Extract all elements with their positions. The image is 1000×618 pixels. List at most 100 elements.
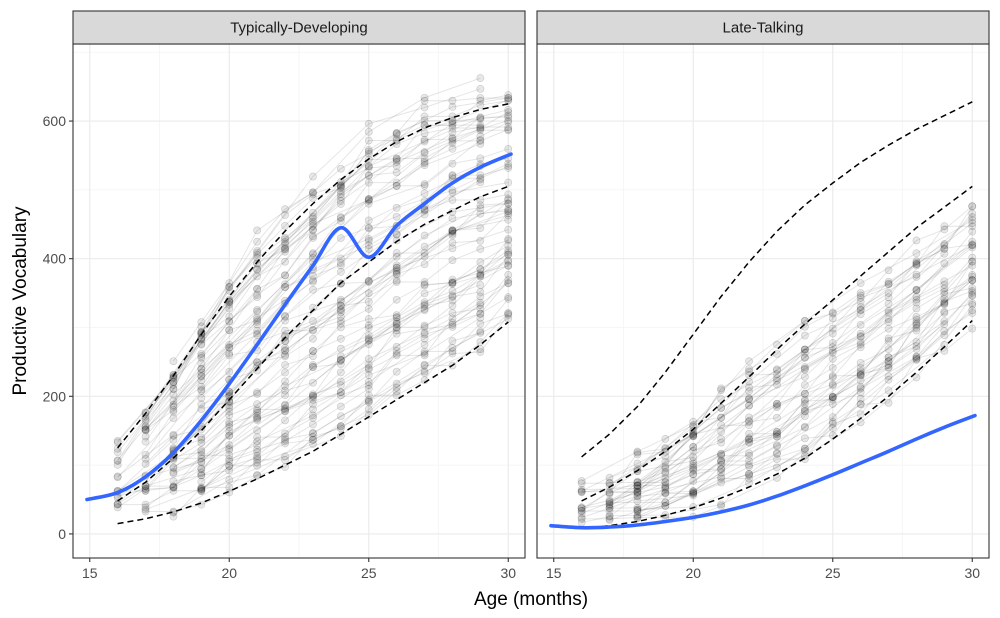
observation-point bbox=[197, 352, 206, 360]
observation-point bbox=[364, 377, 373, 386]
observation-point bbox=[420, 305, 429, 313]
observation-point bbox=[800, 353, 809, 362]
observation-point bbox=[856, 320, 865, 329]
observation-point bbox=[364, 277, 373, 285]
observation-point bbox=[828, 339, 837, 347]
observation-point bbox=[420, 112, 429, 121]
observation-point bbox=[504, 145, 513, 153]
observation-point bbox=[448, 296, 457, 305]
observation-point bbox=[281, 331, 289, 340]
observation-point bbox=[141, 507, 150, 516]
observation-point bbox=[141, 416, 150, 425]
observation-point bbox=[336, 388, 345, 397]
observation-point bbox=[281, 456, 289, 464]
observation-point bbox=[420, 231, 429, 240]
observation-point bbox=[225, 455, 234, 464]
observation-point bbox=[800, 372, 809, 381]
child-trajectory bbox=[117, 313, 509, 506]
observation-point bbox=[392, 383, 401, 392]
observation-point bbox=[504, 248, 513, 257]
observation-point bbox=[253, 284, 262, 293]
observation-point bbox=[504, 195, 513, 203]
observation-point bbox=[745, 429, 753, 438]
observation-point bbox=[773, 430, 781, 439]
observation-point bbox=[476, 154, 485, 163]
observation-point bbox=[856, 305, 865, 314]
observation-point bbox=[336, 213, 345, 222]
observation-point bbox=[309, 217, 317, 226]
observation-point bbox=[141, 487, 150, 495]
observation-point bbox=[364, 335, 373, 344]
observation-point bbox=[940, 277, 949, 286]
observation-point bbox=[169, 477, 178, 486]
observation-point bbox=[113, 473, 122, 482]
observation-point bbox=[504, 105, 513, 114]
observation-point bbox=[856, 384, 865, 393]
observation-point bbox=[336, 196, 345, 205]
observation-point bbox=[633, 459, 642, 468]
observation-point bbox=[476, 329, 485, 337]
observation-point bbox=[141, 505, 150, 514]
observation-point bbox=[577, 477, 586, 485]
observation-point bbox=[253, 400, 262, 409]
observation-point bbox=[309, 393, 317, 402]
observation-point bbox=[504, 118, 513, 127]
observation-point bbox=[912, 257, 921, 266]
observation-point bbox=[828, 309, 837, 318]
observation-point bbox=[336, 381, 345, 390]
observation-point bbox=[856, 338, 865, 347]
observation-point bbox=[281, 435, 289, 444]
observation-point bbox=[800, 345, 809, 354]
observation-point bbox=[392, 249, 401, 257]
observation-point bbox=[253, 389, 262, 398]
observation-point bbox=[884, 308, 893, 317]
observation-point bbox=[225, 418, 234, 427]
observation-point bbox=[253, 414, 262, 423]
observation-point bbox=[828, 380, 837, 389]
observation-point bbox=[169, 357, 178, 366]
observation-point bbox=[828, 354, 837, 363]
observation-point bbox=[309, 222, 317, 231]
observation-point bbox=[661, 447, 670, 456]
observation-point bbox=[504, 309, 513, 318]
observation-point bbox=[281, 247, 289, 256]
observation-point bbox=[392, 134, 401, 143]
child-trajectory bbox=[145, 165, 509, 456]
child-trajectory bbox=[581, 261, 973, 514]
observation-point bbox=[253, 272, 262, 281]
observation-point bbox=[476, 115, 485, 123]
observation-point bbox=[448, 337, 457, 345]
child-trajectory bbox=[200, 117, 481, 345]
observation-point bbox=[800, 353, 809, 362]
observation-point bbox=[968, 324, 977, 333]
observation-point bbox=[912, 259, 921, 268]
observation-point bbox=[253, 226, 262, 235]
observation-point bbox=[828, 393, 837, 402]
observation-point bbox=[281, 405, 289, 414]
observation-point bbox=[605, 496, 614, 505]
observation-point bbox=[476, 114, 485, 122]
observation-point bbox=[689, 470, 698, 479]
child-trajectory bbox=[609, 205, 973, 495]
observation-point bbox=[633, 514, 642, 523]
observation-point bbox=[420, 260, 429, 269]
observation-point bbox=[281, 351, 289, 359]
child-trajectory bbox=[201, 128, 481, 346]
observation-point bbox=[197, 376, 206, 385]
observation-point bbox=[253, 329, 262, 338]
observation-point bbox=[420, 280, 429, 289]
observation-point bbox=[448, 275, 457, 284]
observation-point bbox=[336, 183, 345, 191]
observation-point bbox=[225, 300, 234, 309]
observation-point bbox=[420, 161, 429, 170]
observation-point bbox=[364, 178, 373, 187]
observation-point bbox=[169, 468, 178, 477]
child-trajectory bbox=[637, 225, 973, 455]
observation-point bbox=[476, 121, 485, 129]
observation-point bbox=[800, 389, 809, 398]
observation-point bbox=[253, 246, 262, 255]
observation-point bbox=[476, 175, 485, 184]
observation-point bbox=[392, 276, 401, 285]
observation-point bbox=[968, 276, 977, 285]
observation-point bbox=[856, 358, 865, 367]
